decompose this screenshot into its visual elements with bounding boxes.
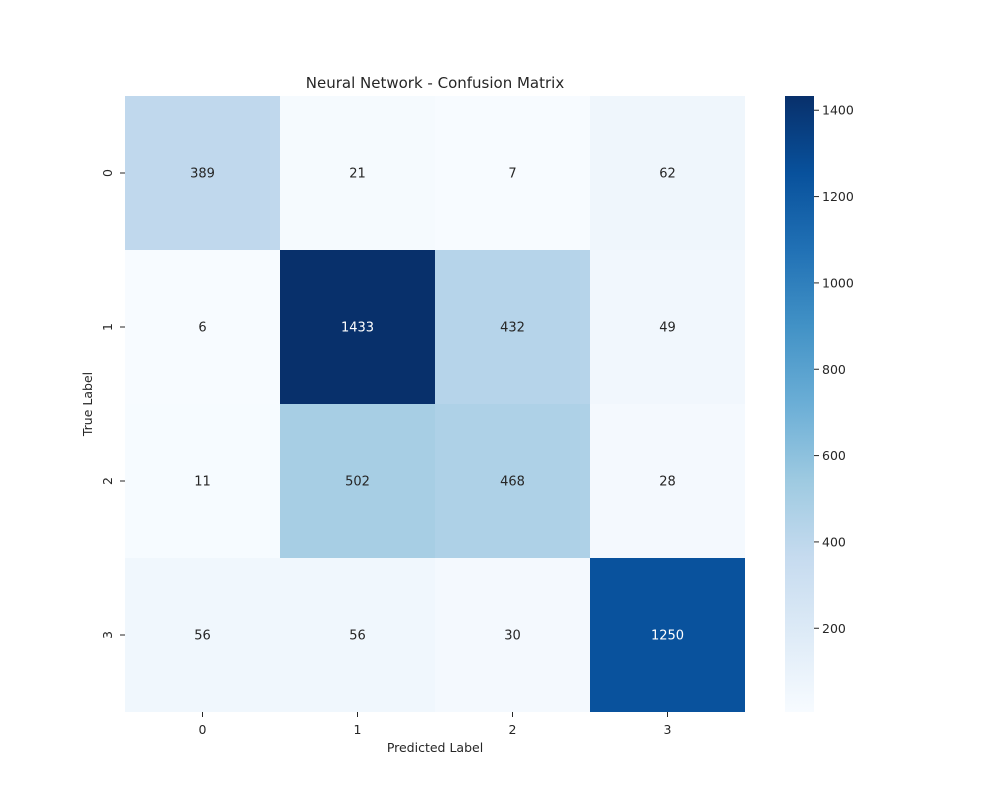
colorbar-ticks: 200 400 600 800 1000 1200 1400 — [814, 103, 854, 636]
heatmap-cell-label: 21 — [349, 167, 366, 182]
heatmap-cell — [125, 96, 280, 250]
heatmap-cell-label: 432 — [500, 321, 525, 336]
heatmap-cell — [125, 558, 280, 712]
y-axis-label: True Label — [80, 372, 95, 437]
x-tick-label: 0 — [199, 722, 207, 737]
heatmap-cell — [590, 404, 745, 558]
x-axis-label: Predicted Label — [387, 740, 483, 755]
heatmap-cell-label: 28 — [659, 475, 676, 490]
heatmap-cells — [125, 96, 745, 712]
y-tick-label: 3 — [100, 631, 115, 639]
colorbar-tick-label: 800 — [822, 362, 846, 377]
heatmap-cell-label: 6 — [198, 321, 206, 336]
heatmap-cell-label: 7 — [508, 167, 516, 182]
heatmap-cell — [590, 558, 745, 712]
heatmap-cell-labels: 389 21 7 62 6 1433 432 49 11 502 468 28 56 56 30 1250 — [190, 167, 684, 644]
colorbar-tick-label: 400 — [822, 534, 846, 549]
x-tick-label: 1 — [354, 722, 362, 737]
colorbar-tick-label: 1000 — [822, 275, 854, 290]
heatmap-cell-label: 11 — [194, 475, 211, 490]
x-tick-label: 3 — [664, 722, 672, 737]
heatmap-cell — [435, 250, 590, 404]
heatmap-cell-label: 49 — [659, 321, 676, 336]
heatmap-cell-label: 502 — [345, 475, 370, 490]
heatmap-cell — [280, 96, 435, 250]
heatmap-cell-label: 30 — [504, 629, 521, 644]
heatmap-cell — [280, 250, 435, 404]
x-axis: 0 1 2 3 — [199, 712, 672, 737]
heatmap-cell — [125, 250, 280, 404]
heatmap-cell — [435, 558, 590, 712]
colorbar-tick-label: 1400 — [822, 103, 854, 118]
colorbar-tick-label: 200 — [822, 621, 846, 636]
heatmap-cell — [590, 250, 745, 404]
heatmap-cell-label: 56 — [194, 629, 211, 644]
y-tick-label: 1 — [100, 323, 115, 331]
y-axis: 0 1 2 3 — [100, 169, 125, 639]
colorbar-tick-label: 1200 — [822, 189, 854, 204]
heatmap-cell — [280, 558, 435, 712]
heatmap-cell — [435, 404, 590, 558]
heatmap-cell-label: 468 — [500, 475, 525, 490]
heatmap-cell — [590, 96, 745, 250]
heatmap-cell — [125, 404, 280, 558]
colorbar — [785, 96, 814, 712]
y-tick-label: 0 — [100, 169, 115, 177]
y-tick-label: 2 — [100, 477, 115, 485]
heatmap-cell-label: 56 — [349, 629, 366, 644]
heatmap-cell-label: 62 — [659, 167, 676, 182]
x-tick-label: 2 — [509, 722, 517, 737]
heatmap-cell-label: 1433 — [341, 321, 374, 336]
heatmap-cell-label: 1250 — [651, 629, 684, 644]
heatmap-cell — [435, 96, 590, 250]
heatmap-cell-label: 389 — [190, 167, 215, 182]
chart-title: Neural Network - Confusion Matrix — [306, 74, 565, 92]
heatmap-cell — [280, 404, 435, 558]
colorbar-tick-label: 600 — [822, 448, 846, 463]
